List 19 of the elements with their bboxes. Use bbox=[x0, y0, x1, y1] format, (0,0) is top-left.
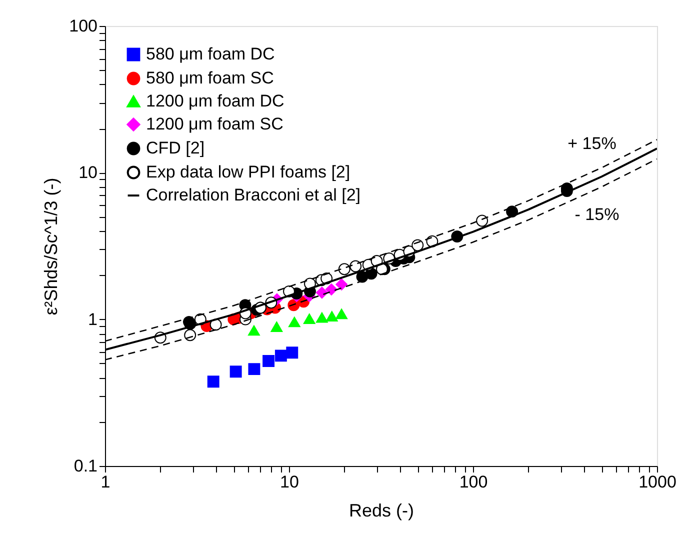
y-tick-label: 1 bbox=[88, 310, 98, 329]
legend-label: Correlation Bracconi et al [2] bbox=[146, 186, 360, 204]
annotation: - 15% bbox=[574, 205, 620, 224]
y-tick-label: 10 bbox=[78, 163, 98, 182]
x-tick-label: 100 bbox=[459, 472, 488, 492]
legend-label: Exp data low PPI foams [2] bbox=[146, 162, 350, 182]
annotation: + 15% bbox=[568, 134, 616, 153]
x-axis-title: Reds (-) bbox=[348, 500, 414, 520]
legend-label: CFD [2] bbox=[146, 138, 205, 158]
y-axis-title: ε²Shds/Sc^1/3 (-) bbox=[41, 178, 62, 316]
y-tick-label: 0.1 bbox=[74, 456, 98, 476]
legend-label: 580 μm foam DC bbox=[146, 44, 275, 64]
x-tick-label: 10 bbox=[280, 472, 299, 492]
legend-label: 1200 μm foam SC bbox=[146, 114, 284, 134]
x-tick-label: 1000 bbox=[638, 472, 676, 492]
legend-label: 1200 μm foam DC bbox=[146, 92, 284, 110]
y-tick-label: 100 bbox=[69, 16, 98, 36]
x-tick-label: 1 bbox=[100, 472, 110, 492]
legend-label: 580 μm foam SC bbox=[146, 68, 274, 88]
